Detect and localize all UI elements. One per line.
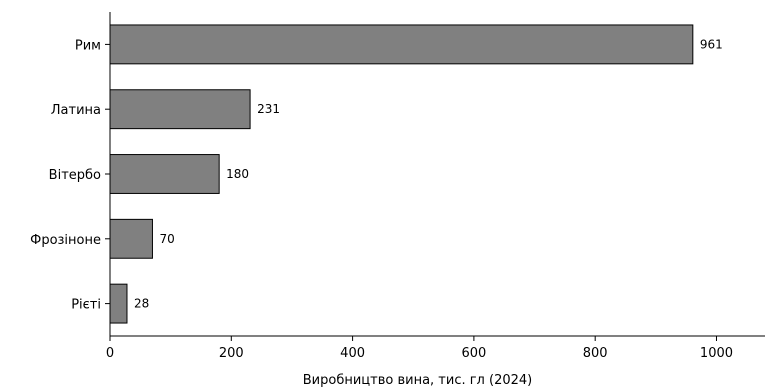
bar-value-label: 961 [700, 37, 723, 51]
bar [109, 154, 220, 194]
bar [109, 218, 153, 259]
x-axis-label: Виробництво вина, тис. гл (2024) [303, 373, 532, 388]
bar-value-label: 231 [257, 102, 280, 116]
y-tick-label: Фрозіноне [30, 233, 101, 248]
y-tick-label: Латина [51, 103, 101, 118]
x-tick-label: 400 [340, 346, 365, 361]
x-tick-label: 800 [583, 346, 608, 361]
bar [109, 283, 128, 324]
x-tick-label: 0 [106, 346, 114, 361]
bars [109, 24, 694, 324]
axes: 0 200 400 600 800 1000 Рим Латина Вітербо Фрозіно… [30, 12, 765, 361]
bar-value-label: 180 [226, 167, 249, 181]
bar [109, 89, 251, 130]
bar [109, 24, 694, 65]
x-tick-label: 600 [461, 346, 486, 361]
y-tick-label: Вітербо [49, 168, 101, 183]
x-tick-label: 200 [219, 346, 244, 361]
y-tick-label: Рієті [71, 298, 101, 313]
y-tick-label: Рим [75, 38, 101, 53]
value-labels: 961 231 180 70 28 [134, 37, 723, 310]
bar-value-label: 70 [159, 232, 174, 246]
x-tick-label: 1000 [700, 346, 733, 361]
bar-value-label: 28 [134, 297, 149, 311]
